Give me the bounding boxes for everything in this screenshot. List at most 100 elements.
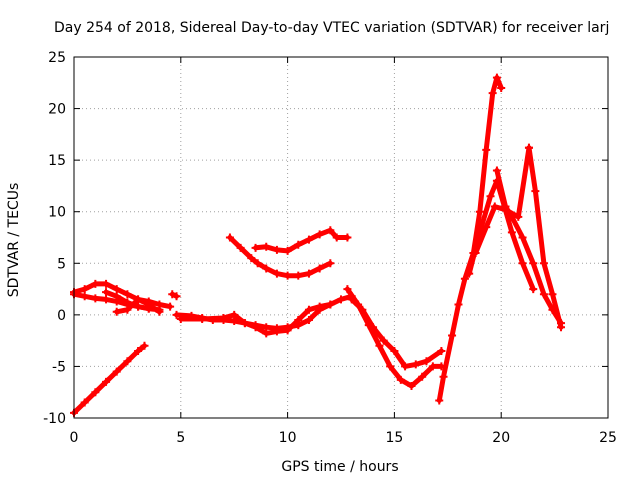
series-track-1: [71, 343, 147, 416]
data-point: [283, 326, 292, 335]
data-point: [102, 288, 111, 297]
x-tick-label: 15: [385, 430, 403, 446]
data-point: [134, 346, 143, 355]
data-point: [326, 300, 335, 309]
x-tick-label: 0: [70, 430, 79, 446]
data-point: [492, 166, 501, 175]
data-point: [102, 279, 111, 288]
data-point: [337, 295, 345, 304]
data-point: [492, 176, 501, 185]
data-point: [418, 372, 427, 381]
data-point: [492, 73, 501, 82]
series-track-13: [436, 75, 504, 403]
data-point: [557, 323, 566, 332]
data-point: [262, 329, 271, 338]
data-point: [102, 377, 111, 386]
data-point: [539, 290, 548, 299]
data-point: [326, 226, 335, 235]
series-track-10: [253, 227, 350, 254]
data-point: [315, 230, 324, 239]
data-point: [486, 192, 495, 201]
x-tick-label: 5: [176, 430, 185, 446]
y-tick-label: 15: [48, 153, 66, 169]
data-point: [315, 302, 324, 311]
series-track-9: [227, 235, 333, 279]
data-point: [123, 357, 132, 366]
data-point: [144, 300, 153, 309]
data-point: [518, 259, 527, 268]
data-point: [80, 398, 89, 407]
series-track-16: [473, 145, 532, 256]
data-point: [529, 259, 538, 268]
data-point: [343, 285, 352, 294]
data-point: [172, 292, 181, 301]
data-point: [262, 242, 271, 251]
data-point: [294, 316, 303, 325]
data-point: [253, 259, 262, 268]
data-point: [343, 233, 352, 242]
data-point: [448, 331, 457, 340]
data-point: [304, 235, 313, 244]
data-point: [454, 300, 463, 309]
data-point: [465, 269, 474, 278]
y-tick-label: 0: [57, 308, 66, 324]
data-point: [497, 83, 506, 92]
data-point: [539, 259, 548, 268]
y-tick-label: -5: [52, 359, 66, 375]
data-point: [262, 264, 271, 273]
data-point: [123, 305, 132, 314]
data-point: [112, 285, 121, 294]
axis-ticks: 0 5 10 15 20 25 -10 -5 0 5 10 15 20 25: [43, 50, 617, 446]
data-point: [140, 341, 149, 350]
data-point: [471, 248, 480, 257]
data-point: [407, 382, 416, 391]
data-point: [482, 145, 491, 154]
data-point: [488, 89, 497, 98]
data-point: [112, 367, 121, 376]
data-point: [251, 243, 260, 252]
data-point: [332, 233, 341, 242]
data-point: [422, 357, 431, 366]
data-point: [482, 223, 491, 232]
data-point: [428, 362, 437, 371]
data-point: [134, 295, 143, 304]
data-point: [112, 292, 121, 301]
data-point: [390, 346, 399, 355]
data-point: [437, 346, 446, 355]
data-point: [501, 205, 510, 214]
data-point: [134, 302, 143, 311]
data-point: [304, 269, 313, 278]
data-point: [435, 396, 444, 405]
data-point: [198, 314, 207, 323]
y-axis-label: SDTVAR / TECUs: [6, 183, 22, 298]
data-point: [283, 246, 292, 255]
data-point: [155, 307, 164, 316]
data-point: [219, 313, 228, 322]
y-tick-label: 10: [48, 205, 66, 221]
data-point: [240, 319, 249, 328]
plot-frame: [73, 56, 609, 419]
data-point: [524, 143, 533, 152]
data-point: [548, 290, 557, 299]
data-point: [304, 305, 313, 314]
data-point: [112, 307, 121, 316]
x-axis-label: GPS time / hours: [281, 459, 398, 475]
data-point: [102, 295, 111, 304]
x-tick-label: 25: [599, 430, 617, 446]
data-point: [315, 264, 324, 273]
y-tick-label: 20: [48, 102, 66, 118]
data-point: [490, 202, 499, 211]
data-point: [176, 314, 185, 323]
data-point: [439, 372, 448, 381]
data-point: [283, 271, 292, 280]
data-point: [375, 341, 384, 350]
series-track-2: [71, 281, 173, 310]
data-point: [251, 323, 260, 332]
data-point: [475, 207, 484, 216]
data-point: [358, 305, 367, 314]
data-point: [369, 323, 378, 332]
data-point: [272, 245, 281, 254]
data-point: [531, 187, 540, 196]
data-point: [80, 292, 89, 301]
